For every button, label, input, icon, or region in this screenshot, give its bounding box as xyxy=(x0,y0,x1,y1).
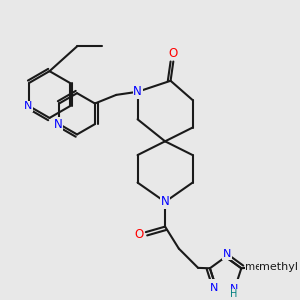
Text: methyl: methyl xyxy=(259,262,298,272)
Text: O: O xyxy=(134,228,144,242)
Text: N: N xyxy=(53,118,62,130)
Text: methyl: methyl xyxy=(245,262,281,272)
Text: N: N xyxy=(230,284,238,295)
Text: N: N xyxy=(223,249,231,259)
Text: N: N xyxy=(24,101,32,111)
Text: N: N xyxy=(133,85,142,98)
Text: N: N xyxy=(210,283,219,293)
Text: O: O xyxy=(169,47,178,60)
Text: N: N xyxy=(161,195,170,208)
Text: methyl: methyl xyxy=(262,266,267,267)
Text: H: H xyxy=(230,289,238,298)
